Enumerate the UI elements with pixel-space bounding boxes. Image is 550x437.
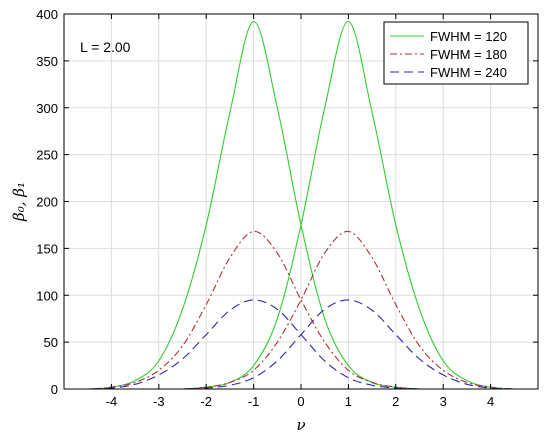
y-tick-label: 100 — [36, 288, 58, 303]
x-tick-label: -4 — [106, 394, 118, 409]
x-tick-label: -2 — [200, 394, 212, 409]
x-tick-label: 4 — [487, 394, 494, 409]
y-tick-label: 350 — [36, 54, 58, 69]
y-tick-label: 150 — [36, 241, 58, 256]
y-tick-label: 300 — [36, 101, 58, 116]
x-axis-label: ν — [296, 416, 305, 434]
legend: FWHM = 120 FWHM = 180 FWHM = 240 — [383, 21, 529, 85]
y-tick-label: 50 — [44, 335, 58, 350]
y-tick-label: 250 — [36, 148, 58, 163]
annotation-label: L = 2.00 — [80, 39, 131, 55]
y-tick-label: 400 — [36, 7, 58, 22]
y-tick-label: 0 — [51, 382, 58, 397]
legend-box — [383, 21, 529, 85]
y-axis-label: β₀, β₁ — [10, 182, 28, 222]
legend-label: FWHM = 180 — [430, 47, 507, 62]
x-tick-label: -1 — [248, 394, 260, 409]
x-tick-label: 2 — [392, 394, 399, 409]
x-tick-label: 3 — [440, 394, 447, 409]
legend-label: FWHM = 120 — [430, 29, 507, 44]
x-tick-label: 1 — [345, 394, 352, 409]
axis-ticks: -4 -3 -2 -1 0 1 2 3 4 0 50 100 150 200 250 300 350 400 — [36, 7, 538, 409]
x-tick-label: -3 — [153, 394, 165, 409]
y-tick-label: 200 — [36, 195, 58, 210]
x-tick-label: 0 — [297, 394, 304, 409]
legend-label: FWHM = 240 — [430, 65, 507, 80]
